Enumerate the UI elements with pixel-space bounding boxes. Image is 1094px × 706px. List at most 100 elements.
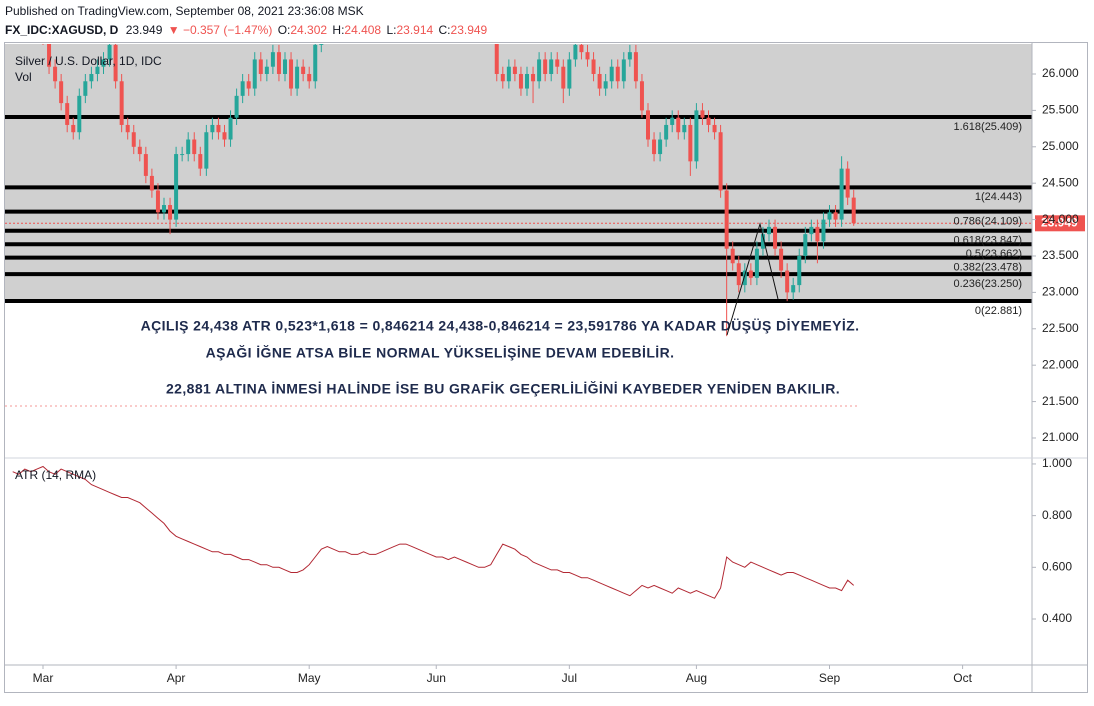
fib-fill (5, 44, 1032, 302)
fib-label: 0.382(23.478) (954, 261, 1023, 273)
candle-body (506, 66, 511, 82)
candle-body (658, 139, 663, 155)
candle-body (712, 124, 717, 133)
candle-body (216, 124, 221, 133)
high: 24.408 (344, 23, 381, 37)
candle-body (760, 234, 765, 249)
candle-body (95, 66, 100, 74)
open-label: O: (278, 23, 291, 37)
x-tick-label: Oct (953, 671, 972, 685)
x-tick-label: Aug (686, 671, 707, 685)
candle-body (65, 103, 70, 125)
candle-body (512, 66, 517, 74)
candle-body (742, 270, 747, 286)
candle-body (71, 124, 76, 133)
candle-body (276, 52, 281, 74)
price-pane (5, 44, 1032, 337)
candle-body (779, 248, 784, 271)
candle-body (161, 205, 166, 213)
candle-body (833, 212, 838, 220)
candle-body (579, 44, 584, 53)
candle-body (797, 255, 802, 286)
candle-body (597, 73, 602, 89)
annotation: 22,881 ALTINA İNMESİ HALİNDE İSE BU GRAF… (166, 380, 840, 397)
candle-body (639, 81, 644, 111)
annotation: AŞAĞI İĞNE ATSA BİLE NORMAL YÜKSELİŞİNE … (206, 344, 675, 361)
y-tick-label: 1.000 (1042, 456, 1072, 470)
trend-drawing (726, 222, 779, 336)
candle-body (646, 110, 651, 140)
candle-body (295, 66, 300, 89)
candle-body (319, 44, 324, 45)
y-tick-label: 22.000 (1042, 357, 1079, 371)
y-tick-label: 25.500 (1042, 103, 1079, 117)
candle-body (204, 132, 209, 169)
candle-body (210, 124, 215, 133)
y-tick-label: 0.400 (1042, 611, 1072, 625)
candle-body (525, 73, 530, 89)
change: ▼ −0.357 (−1.47%) (168, 23, 273, 37)
candle-body (47, 44, 52, 67)
candle-body (77, 95, 82, 133)
fib-label: 0.786(24.109) (954, 216, 1023, 228)
candle-body (664, 124, 669, 140)
candle-body (827, 212, 832, 220)
candle-body (113, 44, 118, 82)
open: 24.302 (290, 23, 327, 37)
candle-body (282, 59, 287, 74)
candle-body (531, 73, 536, 82)
candle-body (222, 132, 227, 140)
candle-body (791, 285, 796, 293)
candle-body (603, 81, 608, 89)
candle-body (621, 59, 626, 82)
candle-body (313, 44, 318, 82)
candle-body (706, 117, 711, 125)
candle-body (119, 81, 124, 125)
candle-body (240, 81, 245, 96)
candle-body (676, 117, 681, 133)
candle-body (494, 44, 499, 74)
candle-body (803, 234, 808, 256)
candle-body (555, 59, 560, 67)
candle-body (192, 139, 197, 155)
candle-body (301, 66, 306, 74)
candle-body (573, 44, 578, 60)
candle-body (307, 73, 312, 82)
candle-body (730, 248, 735, 264)
candle-body (694, 110, 699, 162)
candle-body (174, 154, 179, 220)
fib-label: 0.618(23.847) (954, 235, 1023, 247)
published: Published on TradingView.com, September … (5, 4, 364, 18)
candle-body (627, 52, 632, 60)
candle-body (754, 248, 759, 278)
y-tick-label: 0.600 (1042, 559, 1072, 573)
y-tick-label: 24.500 (1042, 175, 1079, 189)
candle-body (549, 59, 554, 74)
candle-body (773, 226, 778, 249)
candle-body (180, 154, 185, 156)
candle-body (186, 139, 191, 155)
candle-body (839, 168, 844, 220)
series-title: Silver / U.S. Dollar, 1D, IDC (15, 54, 162, 68)
candle-body (83, 81, 88, 96)
candle-body (736, 263, 741, 286)
candle-body (561, 66, 566, 89)
candle-body (270, 52, 275, 67)
annotation: AÇILIŞ 24,438 ATR 0,523*1,618 = 0,846214… (141, 318, 860, 334)
candle-body (107, 44, 112, 60)
atr-line (12, 465, 855, 599)
candle-body (89, 73, 94, 82)
candle-body (228, 117, 233, 140)
candle-body (500, 73, 505, 82)
fib-label: 0.5(23.662) (966, 248, 1022, 260)
candle-body (718, 132, 723, 191)
candle-body (53, 66, 58, 82)
candle-body (246, 81, 251, 89)
atr-title: ATR (14, RMA) (15, 468, 96, 482)
y-tick-label: 0.800 (1042, 508, 1072, 522)
candle-body (252, 59, 257, 89)
candle-body (809, 226, 814, 235)
candle-body (682, 124, 687, 133)
y-tick-label: 21.500 (1042, 394, 1079, 408)
